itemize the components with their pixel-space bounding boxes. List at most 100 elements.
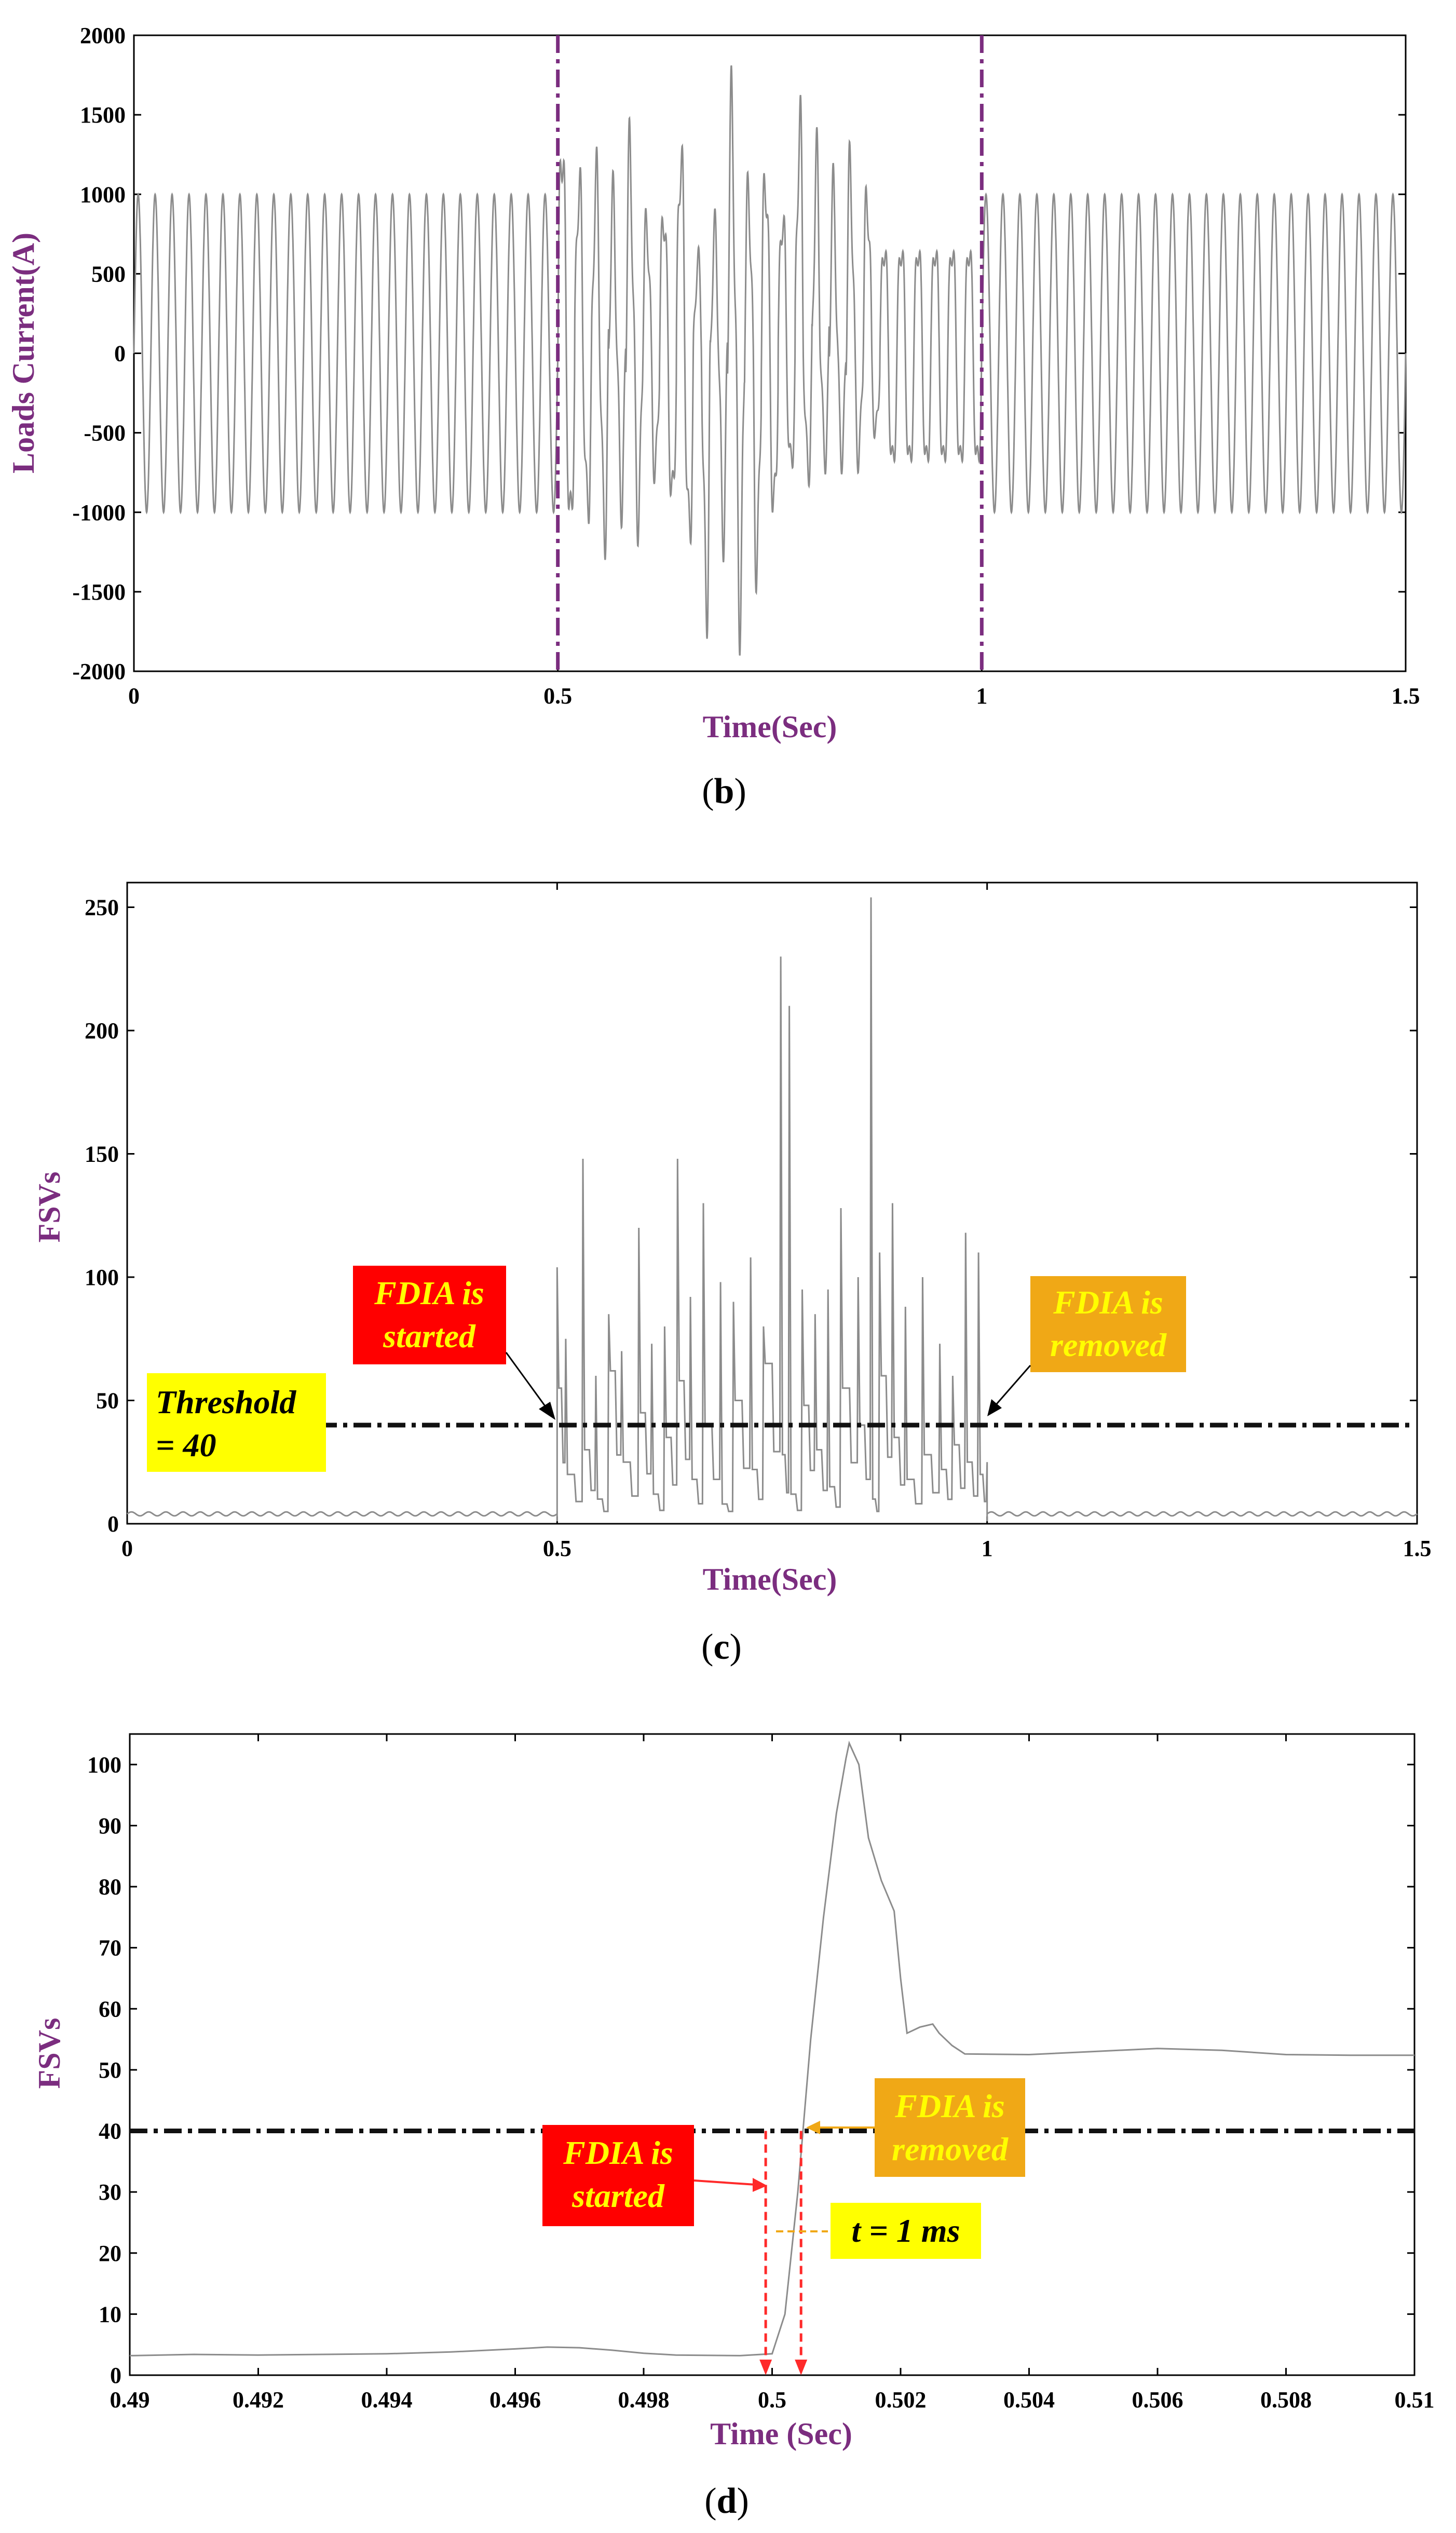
x-tick-label: 1 bbox=[976, 683, 987, 709]
y-tick-label: 0 bbox=[110, 2363, 121, 2388]
y-tick-label: 20 bbox=[99, 2241, 121, 2266]
started-label-line1: FDIA is bbox=[374, 1275, 484, 1311]
x-tick-label: 0.506 bbox=[1132, 2387, 1183, 2413]
x-axis-label: Time (Sec) bbox=[710, 2417, 852, 2451]
y-tick-label: -1000 bbox=[72, 500, 126, 525]
plot-frame bbox=[129, 1733, 1416, 2376]
delay-label: t = 1 ms bbox=[852, 2212, 960, 2249]
removed-annotation: FDIA is removed bbox=[806, 2078, 1025, 2177]
started-arrowhead bbox=[539, 1402, 555, 1420]
started-arrow bbox=[693, 2179, 756, 2186]
x-tick-label: 0 bbox=[128, 683, 140, 709]
started-marker-arrowhead bbox=[759, 2360, 772, 2375]
y-tick-label: 60 bbox=[99, 1996, 121, 2022]
x-tick-label: 1.5 bbox=[1392, 683, 1420, 709]
y-tick-label: 1500 bbox=[80, 102, 126, 128]
started-arrowhead bbox=[753, 2178, 767, 2192]
y-tick-label: 1000 bbox=[80, 182, 126, 207]
x-tick-label: 0 bbox=[121, 1536, 133, 1561]
started-annotation: FDIA is started bbox=[353, 1266, 555, 1420]
started-box bbox=[542, 2125, 694, 2226]
removed-label-line2: removed bbox=[892, 2131, 1009, 2168]
panel-caption-d: (d) bbox=[704, 2481, 749, 2521]
started-label-line2: started bbox=[571, 2177, 665, 2214]
panel-caption-c: (c) bbox=[701, 1627, 742, 1667]
x-tick-label: 0.498 bbox=[618, 2387, 670, 2413]
x-tick-label: 0.492 bbox=[233, 2387, 284, 2413]
x-tick-labels: 0 0.5 1 1.5 bbox=[121, 883, 1432, 1561]
x-tick-label: 0.5 bbox=[543, 683, 572, 709]
y-tick-labels: 0 50 100 150 200 250 bbox=[85, 895, 1417, 1537]
y-tick-label: 500 bbox=[91, 261, 126, 287]
y-tick-label: 0 bbox=[107, 1511, 119, 1537]
threshold-annotation: Threshold = 40 bbox=[147, 1373, 326, 1472]
y-tick-label: 90 bbox=[99, 1813, 121, 1838]
panel-caption-b: (b) bbox=[702, 771, 746, 811]
removed-box bbox=[1030, 1276, 1186, 1372]
delay-box bbox=[831, 2203, 981, 2259]
y-tick-label: 40 bbox=[99, 2119, 121, 2144]
y-tick-label: 80 bbox=[99, 1874, 121, 1900]
fsv-series-line bbox=[127, 897, 1418, 1522]
y-tick-label: -500 bbox=[84, 421, 126, 446]
x-tick-labels: 0.49 0.492 0.494 0.496 0.498 0.5 0.502 0.504 0.5… bbox=[110, 1734, 1435, 2413]
panel-b-loads-current: 2000 1500 1000 500 0 -500 -1000 -1500 -2000 0 0.5… bbox=[6, 23, 1420, 811]
delay-annotation: t = 1 ms bbox=[776, 2203, 981, 2259]
x-tick-label: 0.5 bbox=[543, 1536, 571, 1561]
x-tick-label: 0.5 bbox=[758, 2387, 786, 2413]
x-tick-labels: 0 0.5 1 1.5 bbox=[128, 35, 1420, 709]
y-axis-label: FSVs bbox=[32, 1172, 66, 1243]
detection-markers bbox=[759, 2131, 808, 2375]
x-tick-label: 0.494 bbox=[361, 2387, 413, 2413]
removed-label-line2: removed bbox=[1050, 1326, 1167, 1363]
removed-box bbox=[875, 2078, 1025, 2177]
y-tick-labels: 0 10 20 30 40 50 60 70 80 90 100 bbox=[87, 1752, 1414, 2388]
started-box bbox=[353, 1266, 506, 1364]
y-tick-label: 100 bbox=[87, 1752, 121, 1778]
y-tick-label: 2000 bbox=[80, 23, 126, 48]
y-tick-label: 50 bbox=[96, 1388, 119, 1414]
y-tick-label: 70 bbox=[99, 1935, 121, 1961]
x-tick-label: 0.502 bbox=[875, 2387, 927, 2413]
y-tick-label: -1500 bbox=[72, 579, 126, 605]
y-tick-label: -2000 bbox=[72, 659, 126, 684]
started-annotation: FDIA is started bbox=[542, 2125, 767, 2226]
y-tick-label: 200 bbox=[85, 1018, 119, 1044]
x-tick-label: 0.504 bbox=[1003, 2387, 1055, 2413]
removed-arrowhead bbox=[806, 2121, 820, 2134]
x-tick-label: 0.508 bbox=[1260, 2387, 1312, 2413]
threshold-box bbox=[147, 1373, 326, 1472]
x-tick-label: 0.51 bbox=[1395, 2387, 1435, 2413]
load-current-series-line bbox=[133, 65, 1407, 656]
threshold-label-line2: = 40 bbox=[156, 1427, 216, 1464]
plot-frame bbox=[126, 882, 1418, 1525]
x-tick-label: 1.5 bbox=[1403, 1536, 1432, 1561]
y-tick-labels: 2000 1500 1000 500 0 -500 -1000 -1500 -2000 bbox=[72, 23, 1406, 684]
y-axis-label: FSVs bbox=[32, 2018, 66, 2089]
y-tick-label: 0 bbox=[114, 341, 126, 367]
removed-marker-arrowhead bbox=[795, 2360, 808, 2375]
panel-c-fsvs: 0 50 100 150 200 250 0 0.5 1 1.5 FDIA is started… bbox=[32, 882, 1432, 1667]
x-tick-label: 0.49 bbox=[110, 2387, 150, 2413]
x-tick-label: 0.496 bbox=[489, 2387, 541, 2413]
started-label-line2: started bbox=[383, 1318, 476, 1354]
x-axis-label: Time(Sec) bbox=[703, 1562, 837, 1596]
x-axis-label: Time(Sec) bbox=[703, 710, 837, 744]
y-tick-label: 150 bbox=[85, 1142, 119, 1167]
fsv-zoom-series-line bbox=[129, 1740, 1414, 2356]
removed-arrowhead bbox=[987, 1399, 1002, 1416]
y-tick-label: 10 bbox=[99, 2301, 121, 2327]
started-arrow bbox=[505, 1352, 549, 1410]
y-axis-label: Loads Current(A) bbox=[6, 233, 40, 473]
y-tick-label: 30 bbox=[99, 2179, 121, 2205]
removed-label-line1: FDIA is bbox=[1053, 1284, 1163, 1321]
threshold-label-line1: Threshold bbox=[156, 1384, 296, 1420]
y-tick-label: 50 bbox=[99, 2057, 121, 2083]
y-tick-label: 250 bbox=[85, 895, 119, 920]
started-label-line1: FDIA is bbox=[563, 2134, 673, 2171]
x-tick-label: 1 bbox=[982, 1536, 993, 1561]
removed-arrow bbox=[993, 1365, 1031, 1407]
removed-label-line1: FDIA is bbox=[894, 2088, 1005, 2124]
